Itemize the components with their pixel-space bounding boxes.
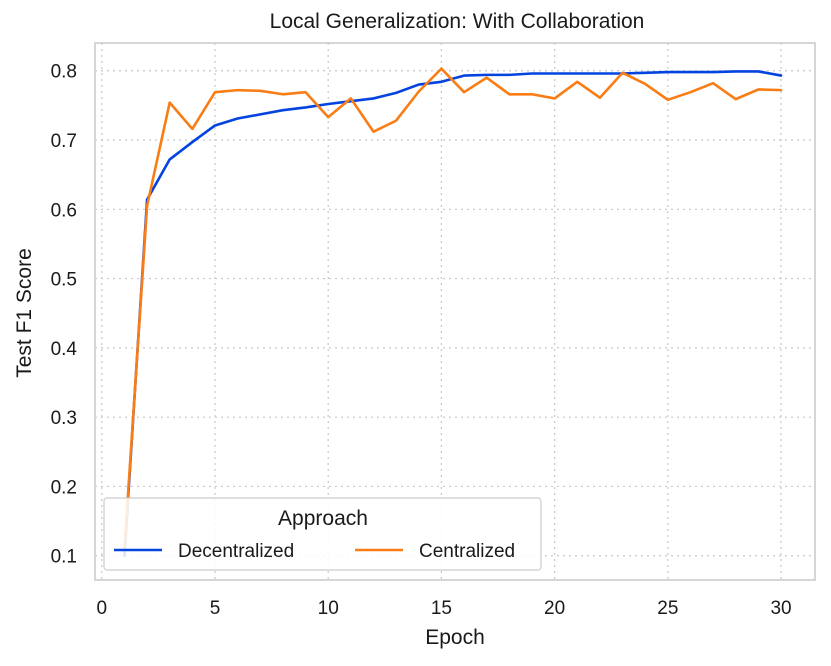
x-axis-ticks: 0 5 10 15 20 25 30 [97, 598, 792, 619]
x-axis-label: Epoch [425, 626, 485, 649]
y-axis-ticks: 0.1 0.2 0.3 0.4 0.5 0.6 0.7 0.8 [51, 62, 78, 568]
y-tick-label: 0.7 [51, 131, 77, 152]
y-tick-label: 0.4 [51, 339, 78, 360]
legend-label-centralized: Centralized [419, 541, 515, 562]
chart-title: Local Generalization: With Collaboration [270, 10, 645, 33]
series-line-decentralized [123, 70, 783, 558]
x-tick-label: 0 [97, 598, 108, 619]
x-tick-label: 10 [318, 598, 339, 619]
plot-frame [94, 42, 816, 581]
x-tick-label: 20 [544, 598, 565, 619]
x-tick-label: 25 [657, 598, 678, 619]
y-tick-label: 0.6 [51, 200, 77, 221]
legend-title: Approach [278, 507, 368, 530]
y-tick-label: 0.2 [51, 477, 77, 498]
legend: Approach Decentralized Centralized [103, 497, 542, 571]
grid-lines [95, 43, 815, 580]
y-tick-label: 0.5 [51, 270, 77, 291]
y-axis-label: Test F1 Score [13, 248, 36, 378]
series-line-centralized [123, 67, 783, 551]
x-tick-label: 30 [770, 598, 791, 619]
x-tick-label: 5 [210, 598, 221, 619]
y-tick-label: 0.3 [51, 408, 77, 429]
y-tick-label: 0.8 [51, 62, 77, 83]
legend-box [103, 497, 542, 571]
x-tick-label: 15 [431, 598, 452, 619]
legend-label-decentralized: Decentralized [178, 541, 294, 562]
y-tick-label: 0.1 [51, 547, 77, 568]
series-layer [123, 67, 783, 558]
